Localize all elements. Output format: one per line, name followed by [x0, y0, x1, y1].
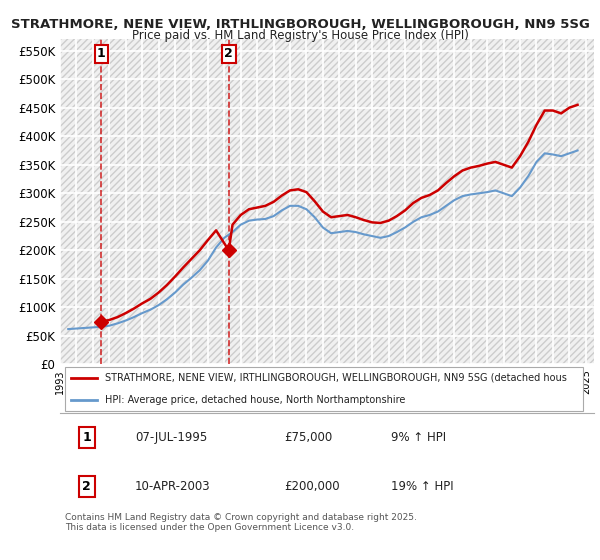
FancyBboxPatch shape	[65, 367, 583, 411]
Text: 9% ↑ HPI: 9% ↑ HPI	[391, 431, 446, 444]
Text: Contains HM Land Registry data © Crown copyright and database right 2025.
This d: Contains HM Land Registry data © Crown c…	[65, 513, 417, 532]
Text: 2: 2	[224, 48, 233, 60]
Text: 19% ↑ HPI: 19% ↑ HPI	[391, 480, 454, 493]
Text: 10-APR-2003: 10-APR-2003	[135, 480, 211, 493]
Text: £200,000: £200,000	[284, 480, 340, 493]
Text: Price paid vs. HM Land Registry's House Price Index (HPI): Price paid vs. HM Land Registry's House …	[131, 29, 469, 42]
Text: 07-JUL-1995: 07-JUL-1995	[135, 431, 207, 444]
Text: 1: 1	[97, 48, 106, 60]
Text: STRATHMORE, NENE VIEW, IRTHLINGBOROUGH, WELLINGBOROUGH, NN9 5SG (detached hous: STRATHMORE, NENE VIEW, IRTHLINGBOROUGH, …	[106, 372, 567, 382]
Text: STRATHMORE, NENE VIEW, IRTHLINGBOROUGH, WELLINGBOROUGH, NN9 5SG: STRATHMORE, NENE VIEW, IRTHLINGBOROUGH, …	[11, 18, 589, 31]
Text: 1: 1	[82, 431, 91, 444]
Text: £75,000: £75,000	[284, 431, 332, 444]
Text: HPI: Average price, detached house, North Northamptonshire: HPI: Average price, detached house, Nort…	[106, 395, 406, 405]
Text: 2: 2	[82, 480, 91, 493]
